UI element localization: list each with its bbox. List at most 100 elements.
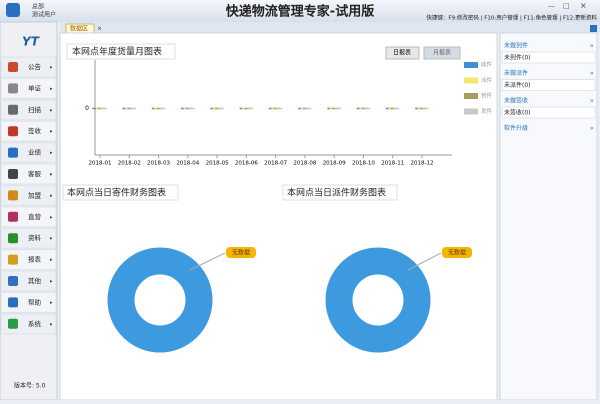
chart-title-box <box>282 184 398 201</box>
menu-arrow: ▸ <box>50 321 53 327</box>
panel-toggle[interactable]: » <box>590 70 594 77</box>
menu-arrow: ▸ <box>50 300 53 306</box>
panel-header[interactable]: 未做到件 <box>504 42 528 50</box>
button-label[interactable]: 月报表 <box>433 49 451 57</box>
close[interactable]: ✕ <box>580 2 587 11</box>
legend-swatch <box>464 108 478 115</box>
chart-title-box <box>66 43 176 60</box>
panel-value: 未到件(0) <box>504 54 531 62</box>
x-tick-label: 2018-03 <box>147 161 170 167</box>
chart-title: 本网点年度货量月图表 <box>72 46 162 58</box>
title-bar <box>0 0 600 22</box>
x-tick-label: 2018-07 <box>264 161 287 167</box>
window-title: 快递物流管理专家-试用版 <box>226 4 374 20</box>
panel-body <box>501 106 596 119</box>
menu-arrow: ▸ <box>50 193 53 199</box>
menu-arrow: ▸ <box>50 86 53 92</box>
menu-icon <box>8 276 18 286</box>
label-box <box>226 247 256 258</box>
menu-label[interactable]: 公告 <box>28 62 42 71</box>
panel-header[interactable]: 未做签收 <box>504 97 528 105</box>
menu-label[interactable]: 报表 <box>28 255 42 264</box>
tab-label[interactable]: 数据区 <box>70 25 88 33</box>
menu-label[interactable]: 加盟 <box>28 190 42 199</box>
menu-label[interactable]: 扫描 <box>28 105 42 114</box>
main-area <box>59 32 498 401</box>
leader-line <box>407 252 442 271</box>
legend-label: 到件 <box>481 92 493 100</box>
menu-icon <box>8 126 18 137</box>
menu-label[interactable]: 其他 <box>28 276 42 285</box>
panel-header[interactable]: 未做派件 <box>504 69 528 77</box>
chart-title: 本网点当日派件财务图表 <box>287 187 386 199</box>
minimize[interactable]: — <box>548 2 555 10</box>
x-tick-label: 2018-11 <box>381 161 404 167</box>
panel-toggle[interactable]: » <box>590 125 594 132</box>
menu-label[interactable]: 帮助 <box>28 297 42 306</box>
donut <box>325 247 431 353</box>
leader-line <box>189 252 226 271</box>
menu-icon <box>8 254 18 265</box>
panel-value: 未派件(0) <box>504 81 531 89</box>
panel-header[interactable]: 软件升级 <box>504 124 528 132</box>
no-data: 无数据 <box>448 249 466 257</box>
label-box <box>442 247 472 258</box>
x-tick-label: 2018-06 <box>235 161 258 167</box>
panel-body <box>501 79 596 91</box>
user: 测试用户 <box>32 11 56 19</box>
menu-icon <box>8 190 18 201</box>
menu-icon <box>8 211 18 222</box>
legend-label: 派件 <box>481 76 493 84</box>
no-data: 无数据 <box>232 249 250 257</box>
menu-label[interactable]: 系统 <box>28 319 42 328</box>
menu-icon <box>8 104 18 115</box>
legend-label: 收件 <box>481 61 493 69</box>
app-logo <box>6 3 20 17</box>
donut <box>107 247 213 353</box>
x-tick-label: 2018-01 <box>89 161 112 167</box>
menu-arrow: ▸ <box>50 129 53 135</box>
panel-body <box>501 51 596 64</box>
chart-title: 本网点当日寄件财务图表 <box>67 187 166 199</box>
menu-icon <box>8 297 18 308</box>
menu-label[interactable]: 资料 <box>28 233 42 242</box>
menu-label[interactable]: 签收 <box>28 126 42 135</box>
x-tick-label: 2018-02 <box>118 161 141 167</box>
menu-icon <box>8 147 18 158</box>
org: 总部 <box>32 3 44 11</box>
maximize[interactable]: □ <box>563 2 570 10</box>
menu-icon <box>8 318 18 329</box>
x-tick-label: 2018-04 <box>176 161 199 167</box>
y-tick-label: 0 <box>85 105 89 112</box>
menu-label[interactable]: 单证 <box>28 83 42 92</box>
legend-label: 发件 <box>481 107 493 115</box>
button[interactable] <box>385 46 420 60</box>
menu-arrow: ▸ <box>50 236 53 242</box>
legend-swatch <box>464 93 478 99</box>
menu-icon <box>8 233 18 244</box>
sidebar-logo: YT <box>22 35 40 49</box>
shortcuts: 快捷键：F9:修改密码 | F10:用户管理 | F11:角色管理 | F12:… <box>426 14 597 22</box>
menu-arrow: ▸ <box>50 107 53 113</box>
menu-arrow: ▸ <box>50 150 53 156</box>
x-tick-label: 2018-08 <box>293 161 316 167</box>
menu-label[interactable]: 直营 <box>28 212 42 221</box>
menu-arrow: ▸ <box>50 257 53 263</box>
panel-toggle[interactable]: » <box>590 43 594 50</box>
chart-title-box <box>62 184 179 201</box>
menu-arrow: ▸ <box>50 172 53 178</box>
button[interactable] <box>423 46 461 60</box>
panel-close[interactable] <box>590 25 597 32</box>
button-label[interactable]: 日报表 <box>393 49 411 57</box>
panel-value: 未签收(0) <box>504 109 531 117</box>
menu-icon <box>8 83 18 94</box>
legend-swatch <box>464 62 478 68</box>
menu-label[interactable]: 客服 <box>28 169 42 178</box>
panel-toggle[interactable]: » <box>590 98 594 105</box>
tab-close[interactable]: ✕ <box>97 26 102 33</box>
menu-label[interactable]: 业绩 <box>28 148 42 157</box>
menu-icon <box>8 62 18 72</box>
x-tick-label: 2018-09 <box>323 161 346 167</box>
legend-swatch <box>464 77 478 84</box>
